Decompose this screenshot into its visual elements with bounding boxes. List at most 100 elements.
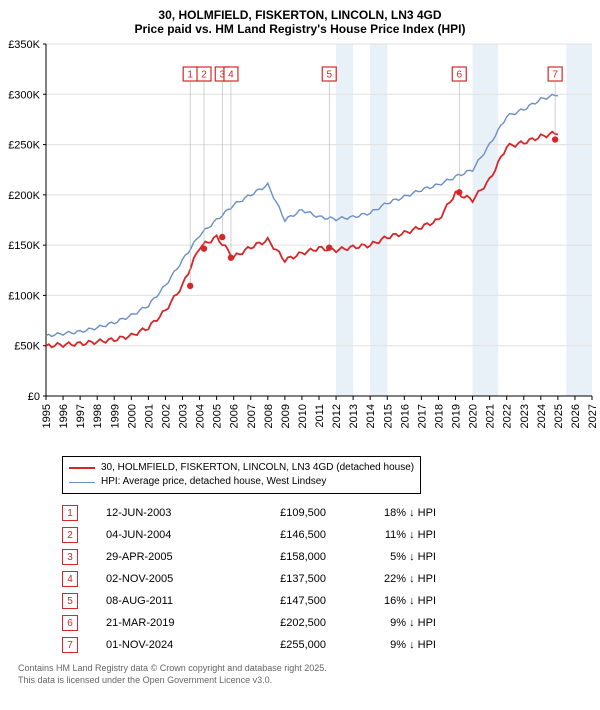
sale-dot <box>219 234 225 240</box>
row-marker: 2 <box>62 527 78 543</box>
row-marker: 3 <box>62 549 78 565</box>
row-price: £147,500 <box>226 595 326 607</box>
sale-dot <box>456 189 462 195</box>
sale-dot <box>552 136 558 142</box>
legend-label: HPI: Average price, detached house, West… <box>101 475 326 489</box>
table-row: 6 21-MAR-2019£202,5009% ↓ HPI <box>62 612 600 634</box>
sale-marker-number: 5 <box>326 70 332 81</box>
sale-marker-number: 1 <box>187 70 193 81</box>
sales-table: 1 12-JUN-2003£109,50018% ↓ HPI 204-JUN-200… <box>62 502 600 656</box>
x-tick-label: 2019 <box>451 404 463 428</box>
x-tick-label: 2018 <box>433 404 445 428</box>
x-tick-label: 2026 <box>570 404 582 428</box>
footer: Contains HM Land Registry data © Crown c… <box>18 662 600 686</box>
footer-line1: Contains HM Land Registry data © Crown c… <box>18 662 600 674</box>
row-diff: 11% ↓ HPI <box>326 529 436 541</box>
row-date: 21-MAR-2019 <box>106 617 226 629</box>
chart-band <box>370 44 387 396</box>
row-diff: 22% ↓ HPI <box>326 573 436 585</box>
y-tick-label: £300K <box>8 89 40 101</box>
row-marker: 6 <box>62 615 78 631</box>
x-tick-label: 2016 <box>399 404 411 428</box>
row-price: £158,000 <box>226 551 326 563</box>
x-tick-label: 2027 <box>587 404 599 428</box>
row-marker: 4 <box>62 571 78 587</box>
row-price: £109,500 <box>226 507 326 519</box>
y-tick-label: £0 <box>28 391 40 403</box>
sale-dot <box>201 245 207 251</box>
x-tick-label: 2024 <box>536 404 548 428</box>
x-tick-label: 2002 <box>160 404 172 428</box>
x-tick-label: 1996 <box>58 404 70 428</box>
y-tick-label: £150K <box>8 240 40 252</box>
x-tick-label: 2021 <box>485 404 497 428</box>
table-row: 7 01-NOV-2024£255,0009% ↓ HPI <box>62 634 600 656</box>
row-price: £202,500 <box>226 617 326 629</box>
row-diff: 16% ↓ HPI <box>326 595 436 607</box>
chart-svg: £0£50K£100K£150K£200K£250K£300K£350K1995… <box>0 36 600 450</box>
row-marker: 5 <box>62 593 78 609</box>
legend-swatch <box>69 467 95 469</box>
x-tick-label: 2004 <box>195 404 207 428</box>
legend: 30, HOLMFIELD, FISKERTON, LINCOLN, LN3 4… <box>62 456 421 494</box>
row-diff: 9% ↓ HPI <box>326 639 436 651</box>
y-tick-label: £350K <box>8 39 40 51</box>
x-tick-label: 2014 <box>365 404 377 428</box>
x-tick-label: 2009 <box>280 404 292 428</box>
legend-swatch <box>69 482 95 483</box>
x-tick-label: 1997 <box>75 404 87 428</box>
row-marker: 1 <box>62 505 78 521</box>
x-tick-label: 2011 <box>314 404 326 428</box>
title-address: 30, HOLMFIELD, FISKERTON, LINCOLN, LN3 4… <box>0 8 600 22</box>
row-diff: 18% ↓ HPI <box>326 507 436 519</box>
x-tick-label: 2007 <box>246 404 258 428</box>
x-tick-label: 2000 <box>126 404 138 428</box>
x-tick-label: 2003 <box>178 404 190 428</box>
sale-dot <box>228 255 234 261</box>
chart-band <box>336 44 353 396</box>
row-price: £137,500 <box>226 573 326 585</box>
x-tick-label: 2015 <box>382 404 394 428</box>
table-row: 204-JUN-2004£146,50011% ↓ HPI <box>62 524 600 546</box>
table-row: 1 12-JUN-2003£109,50018% ↓ HPI <box>62 502 600 524</box>
y-tick-label: £100K <box>8 290 40 302</box>
x-tick-label: 2023 <box>519 404 531 428</box>
sale-marker-number: 7 <box>552 70 558 81</box>
chart-band <box>473 44 499 396</box>
row-date: 08-AUG-2011 <box>106 595 226 607</box>
legend-item: HPI: Average price, detached house, West… <box>69 475 414 489</box>
title-subtitle: Price paid vs. HM Land Registry's House … <box>0 22 600 36</box>
x-tick-label: 1998 <box>92 404 104 428</box>
x-tick-label: 2005 <box>212 404 224 428</box>
x-tick-label: 2001 <box>143 404 155 428</box>
row-diff: 9% ↓ HPI <box>326 617 436 629</box>
y-tick-label: £200K <box>8 190 40 202</box>
sale-dot <box>326 244 332 250</box>
x-tick-label: 1999 <box>109 404 121 428</box>
sale-marker-number: 2 <box>201 70 207 81</box>
x-tick-label: 2025 <box>553 404 565 428</box>
x-tick-label: 2006 <box>229 404 241 428</box>
x-tick-label: 2013 <box>348 404 360 428</box>
sale-marker-number: 6 <box>456 70 462 81</box>
row-date: 01-NOV-2024 <box>106 639 226 651</box>
x-tick-label: 2017 <box>416 404 428 428</box>
y-tick-label: £50K <box>14 341 40 353</box>
row-marker: 7 <box>62 637 78 653</box>
row-date: 29-APR-2005 <box>106 551 226 563</box>
chart-band <box>566 44 592 396</box>
x-tick-label: 2022 <box>502 404 514 428</box>
row-price: £255,000 <box>226 639 326 651</box>
row-diff: 5% ↓ HPI <box>326 551 436 563</box>
x-tick-label: 2020 <box>468 404 480 428</box>
row-date: 02-NOV-2005 <box>106 573 226 585</box>
row-price: £146,500 <box>226 529 326 541</box>
x-tick-label: 2008 <box>263 404 275 428</box>
table-row: 5 08-AUG-2011£147,50016% ↓ HPI <box>62 590 600 612</box>
footer-line2: This data is licensed under the Open Gov… <box>18 674 600 686</box>
sale-dot <box>187 283 193 289</box>
x-tick-label: 2010 <box>297 404 309 428</box>
y-tick-label: £250K <box>8 140 40 152</box>
row-date: 12-JUN-2003 <box>106 507 226 519</box>
page: 30, HOLMFIELD, FISKERTON, LINCOLN, LN3 4… <box>0 0 600 686</box>
